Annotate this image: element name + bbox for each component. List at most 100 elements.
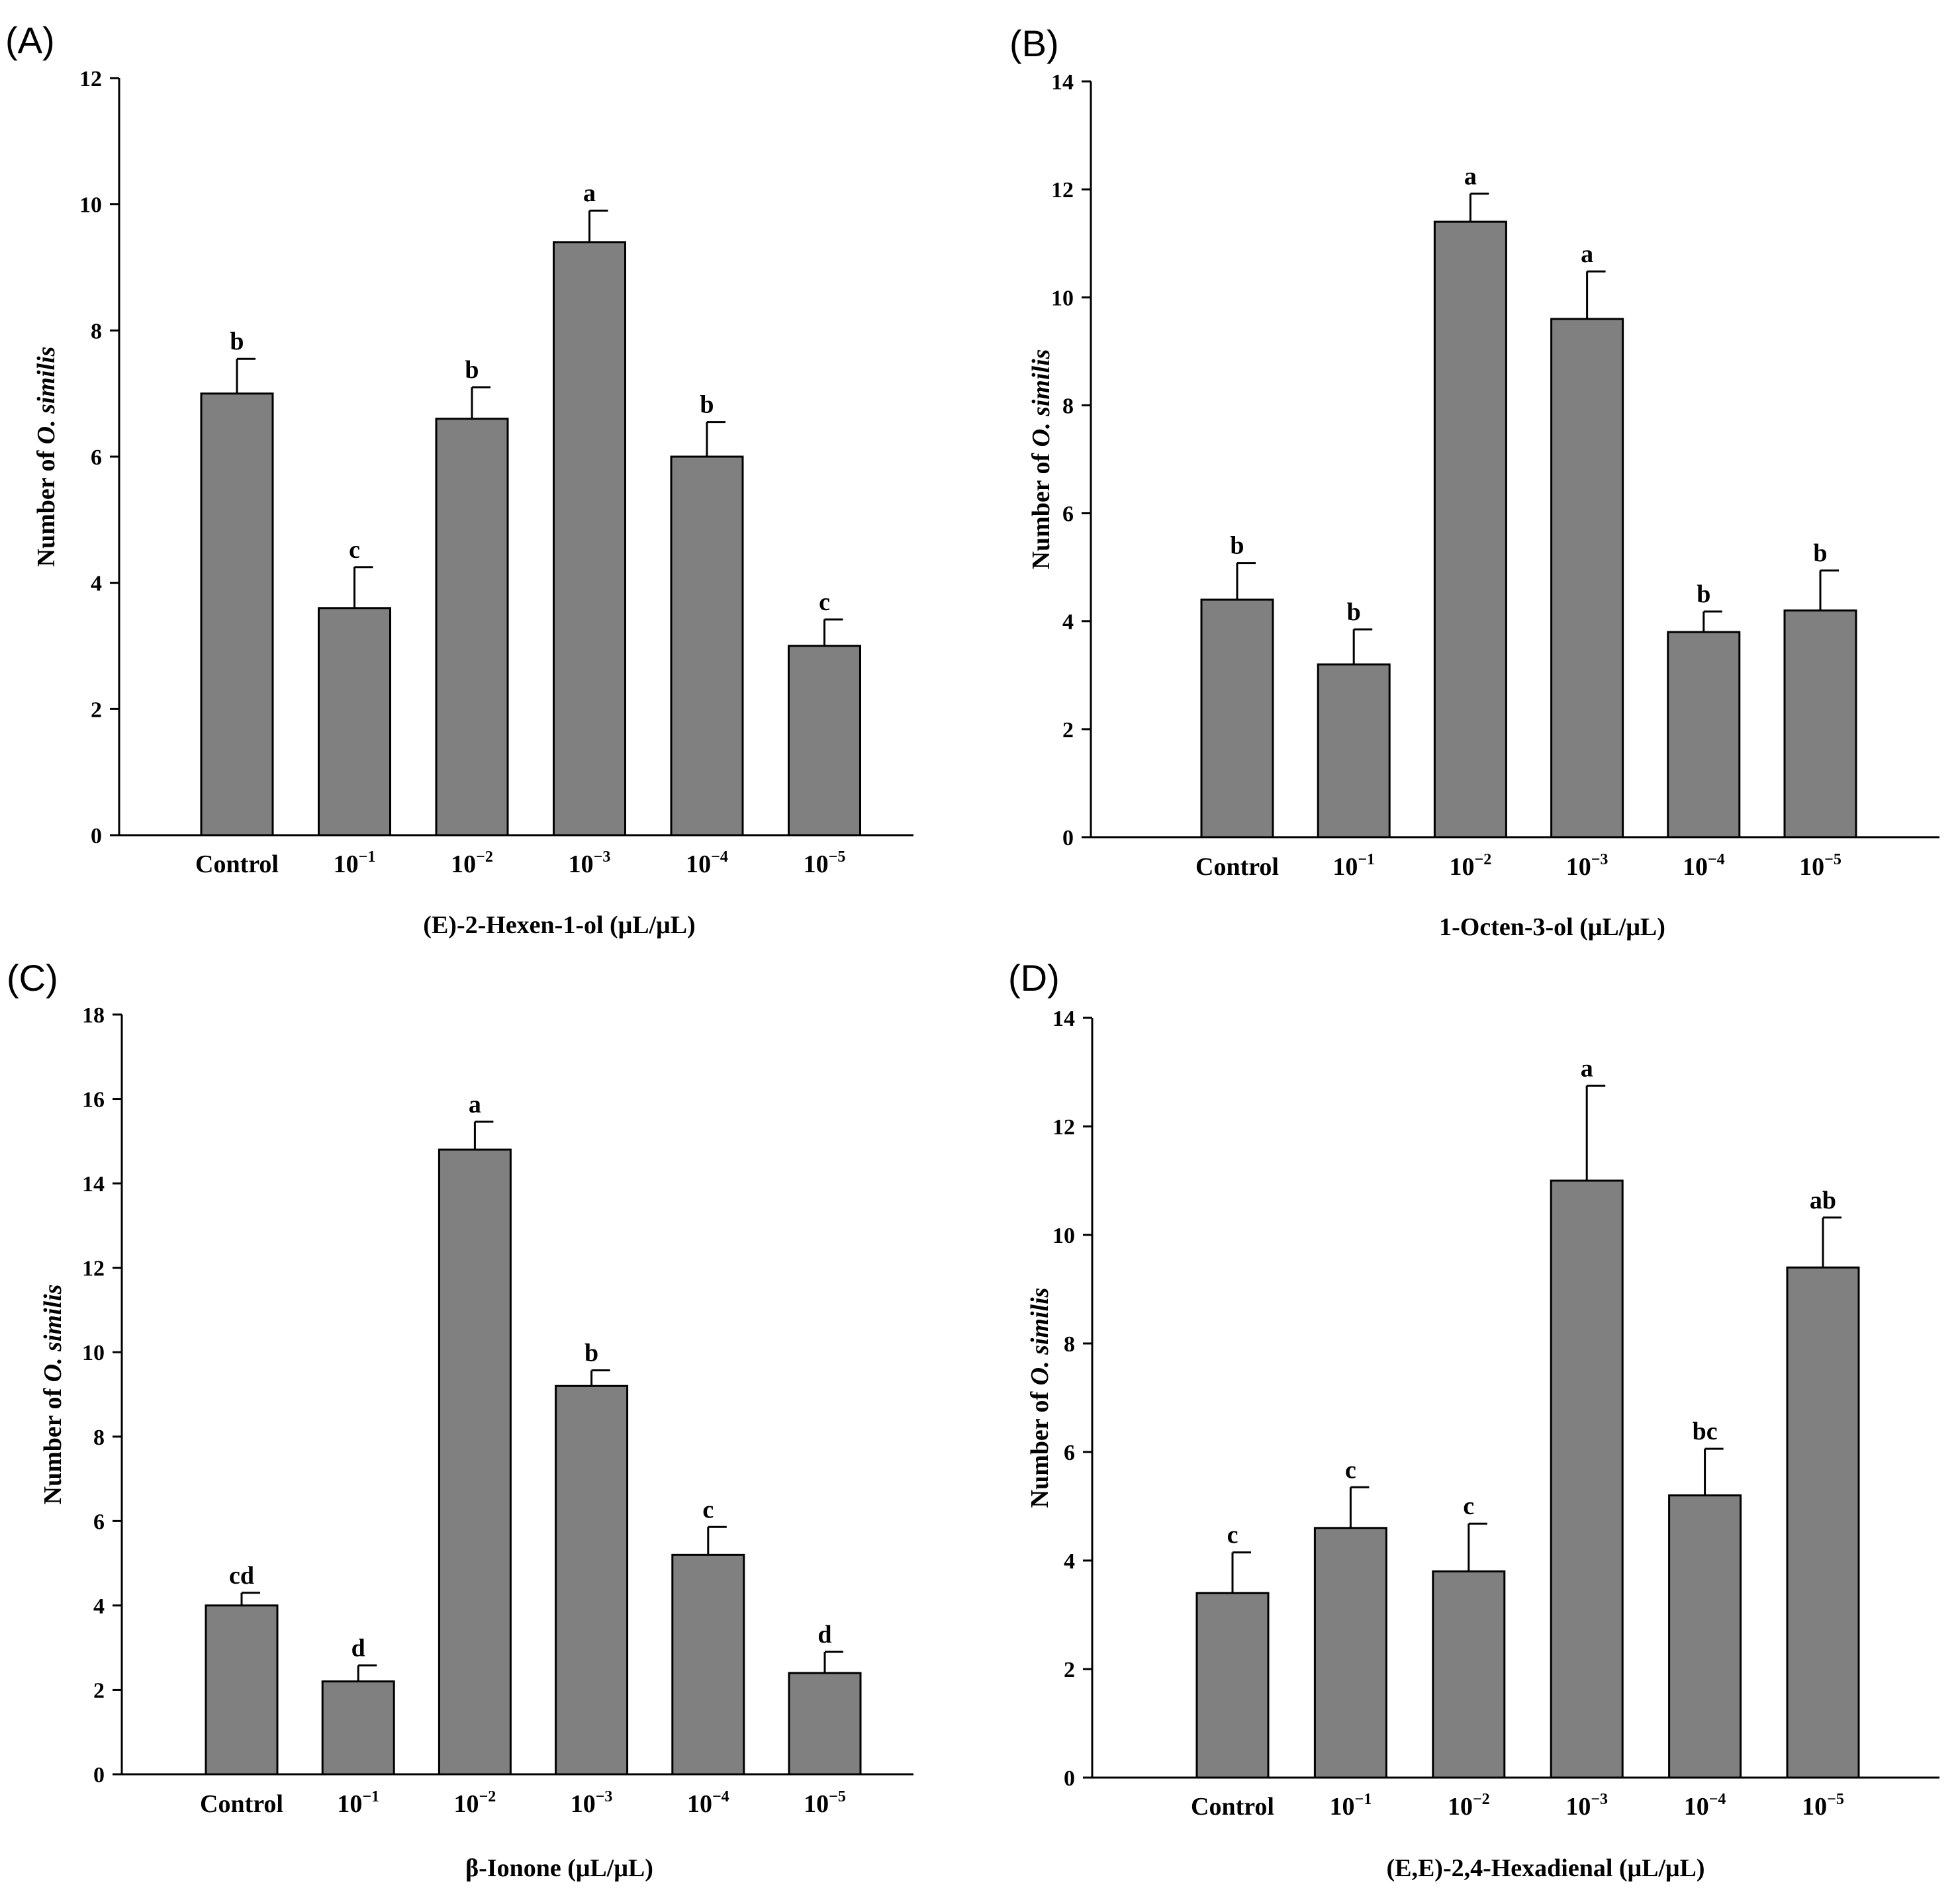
bar: [321, 1680, 395, 1776]
significance-letter: c: [702, 1496, 714, 1523]
bar: [205, 1604, 279, 1776]
bar: [788, 645, 861, 837]
bar: [671, 1553, 745, 1776]
significance-letter: b: [1230, 532, 1244, 560]
significance-letter: c: [1227, 1521, 1238, 1549]
significance-letter: b: [584, 1339, 598, 1367]
bar: [1550, 1179, 1624, 1779]
category-label: 10−1: [1330, 1791, 1372, 1821]
y-tick-label: 0: [91, 824, 102, 848]
y-tick-label: 12: [1051, 178, 1074, 203]
significance-letter: c: [1463, 1492, 1474, 1520]
y-tick-label: 0: [1064, 1766, 1075, 1791]
y-tick-label: 12: [79, 67, 102, 91]
chart-panel-c: (C) 0 2 4 6 8 10 12 14 16 18 Number of O. similis β-…: [7, 957, 913, 1882]
bar: [1668, 1494, 1742, 1779]
bar: [553, 241, 626, 837]
y-tick-label: 8: [1064, 1332, 1075, 1357]
category-label: 10−4: [687, 1788, 729, 1818]
y-tick-label: 0: [93, 1763, 105, 1788]
category-label: Control: [200, 1790, 283, 1818]
significance-letter: b: [1347, 598, 1361, 626]
x-axis-label: 1-Octen-3-ol (μL/μL): [1439, 913, 1665, 941]
significance-letter: bc: [1693, 1418, 1718, 1445]
bar: [435, 418, 509, 837]
category-label: Control: [195, 850, 279, 878]
panel-label: (D): [1008, 957, 1060, 999]
significance-letter: b: [465, 356, 479, 384]
bar: [1195, 1592, 1270, 1779]
panel-label: (A): [5, 19, 55, 61]
y-tick-label: 2: [1062, 718, 1074, 743]
category-label: 10−4: [1683, 851, 1725, 881]
bar: [1317, 663, 1391, 839]
significance-letter: cd: [229, 1562, 254, 1590]
significance-letter: b: [1697, 580, 1710, 608]
x-axis-label: (E,E)-2,4-Hexadienal (μL/μL): [1386, 1854, 1704, 1882]
y-tick-label: 10: [1051, 286, 1074, 310]
category-label: 10−3: [1565, 1791, 1608, 1821]
category-label: 10−1: [337, 1788, 379, 1818]
significance-letter: c: [819, 588, 830, 616]
category-label: 10−5: [804, 848, 846, 878]
category-label: 10−1: [1332, 851, 1375, 881]
y-tick-label: 0: [1062, 826, 1074, 850]
y-tick-label: 10: [79, 193, 102, 218]
y-tick-label: 10: [82, 1341, 105, 1365]
significance-letter: d: [817, 1621, 831, 1649]
y-tick-label: 14: [82, 1172, 105, 1197]
bar: [555, 1384, 629, 1776]
category-label: Control: [1195, 853, 1279, 881]
bar: [1313, 1527, 1387, 1779]
bar: [1667, 631, 1741, 839]
category-label: 10−5: [1799, 851, 1841, 881]
category-label: 10−5: [804, 1788, 846, 1818]
significance-letter: ab: [1810, 1187, 1836, 1214]
y-axis-label: Number of O. similis: [32, 347, 60, 567]
category-label: 10−4: [686, 848, 728, 878]
category-label: 10−2: [454, 1788, 496, 1818]
significance-letter: a: [1464, 163, 1477, 191]
significance-letter: c: [349, 536, 360, 564]
y-tick-label: 8: [93, 1426, 105, 1450]
bar: [1432, 1570, 1506, 1779]
significance-letter: a: [469, 1091, 481, 1118]
y-tick-label: 2: [1064, 1658, 1075, 1682]
significance-letter: c: [1345, 1456, 1356, 1484]
y-axis-label: Number of O. similis: [1027, 349, 1055, 570]
panel-label: (C): [7, 957, 58, 999]
bar: [318, 607, 391, 837]
y-tick-label: 8: [1062, 394, 1074, 418]
y-tick-label: 4: [1064, 1549, 1075, 1574]
y-tick-label: 14: [1052, 1007, 1075, 1031]
significance-letter: a: [583, 179, 596, 207]
category-label: 10−2: [1450, 851, 1492, 881]
category-label: Control: [1191, 1793, 1274, 1821]
significance-letter: b: [700, 391, 714, 419]
y-tick-label: 6: [1062, 502, 1074, 527]
x-axis-label: (E)-2-Hexen-1-ol (μL/μL): [423, 911, 695, 939]
panel-label: (B): [1009, 23, 1059, 64]
y-tick-label: 6: [1064, 1441, 1075, 1465]
category-label: 10−3: [569, 848, 611, 878]
category-label: 10−5: [1802, 1791, 1844, 1821]
y-tick-label: 2: [91, 698, 102, 722]
bar: [1433, 220, 1507, 839]
bar: [788, 1672, 862, 1776]
category-label: 10−3: [571, 1788, 613, 1818]
y-tick-label: 4: [91, 572, 102, 596]
y-tick-label: 10: [1052, 1224, 1075, 1248]
bar: [200, 392, 274, 837]
chart-panel-b: (B) 0 2 4 6 8 10 12 14 Number of O. similis 1-Octe…: [1009, 23, 1939, 941]
bar: [1200, 598, 1274, 839]
y-tick-label: 14: [1051, 70, 1074, 95]
bar: [670, 455, 744, 837]
y-tick-label: 6: [91, 445, 102, 470]
y-tick-label: 6: [93, 1510, 105, 1534]
category-label: 10−4: [1684, 1791, 1726, 1821]
y-tick-label: 16: [82, 1088, 105, 1112]
bar: [1783, 609, 1857, 839]
category-label: 10−2: [451, 848, 493, 878]
y-axis-label: Number of O. similis: [1026, 1288, 1054, 1508]
significance-letter: b: [230, 328, 244, 355]
